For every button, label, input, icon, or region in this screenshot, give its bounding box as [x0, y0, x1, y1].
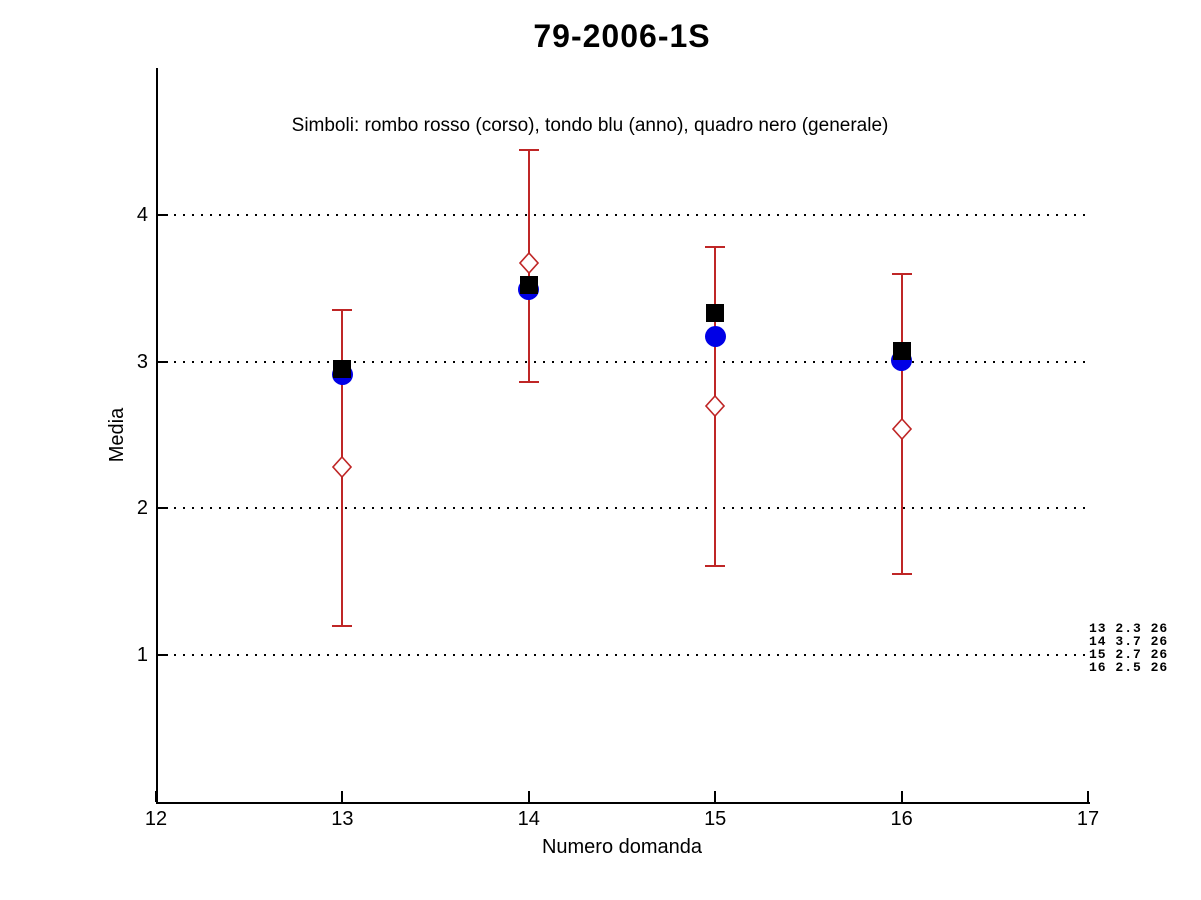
y-tick-label: 3 [136, 350, 148, 373]
x-tick [1087, 791, 1089, 802]
error-bar-cap-bottom [705, 564, 726, 567]
y-tick [157, 507, 168, 510]
chart-title: 79-2006-1S [533, 18, 711, 54]
generale-square-marker [892, 342, 911, 361]
y-tick [157, 360, 168, 363]
y-tick [157, 213, 168, 216]
x-tick [900, 791, 903, 802]
y-tick-label: 2 [136, 497, 148, 520]
annotation-line: 16 2.5 26 [1089, 660, 1169, 675]
anno-circle-marker [704, 326, 726, 348]
annotation-line: 15 2.7 26 [1089, 647, 1169, 662]
generale-square-marker [333, 359, 352, 378]
annotation-line: 14 3.7 26 [1089, 634, 1169, 649]
error-bar-cap-top [891, 272, 912, 275]
gridline [156, 507, 1088, 510]
y-axis-line [156, 68, 158, 804]
x-tick [714, 791, 717, 802]
error-bar-cap-top [518, 149, 539, 152]
corso-diamond-marker [332, 456, 353, 479]
x-tick-label: 14 [517, 808, 540, 830]
corso-diamond-marker [705, 394, 726, 417]
generale-square-marker [519, 276, 538, 295]
x-axis-line [156, 802, 1090, 804]
gridline [156, 360, 1088, 363]
gridline [156, 654, 1088, 657]
error-bar-cap-bottom [518, 381, 539, 384]
error-bar-cap-top [332, 309, 353, 312]
x-tick-label: 13 [331, 808, 354, 830]
corso-diamond-marker [518, 252, 539, 275]
generale-square-marker [706, 304, 725, 323]
y-tick-label: 4 [136, 203, 148, 226]
corso-diamond-marker [891, 417, 912, 441]
y-tick [157, 654, 168, 657]
x-tick [527, 791, 530, 802]
error-bar-cap-bottom [891, 573, 912, 576]
annotation-line: 13 2.3 26 [1089, 621, 1169, 636]
gridline [156, 213, 1088, 216]
x-tick-label: 17 [1076, 808, 1100, 830]
x-axis-label: Numero domanda [541, 836, 703, 858]
x-tick-label: 15 [704, 808, 727, 830]
x-tick-label: 16 [890, 808, 913, 830]
error-bar-cap-bottom [332, 624, 353, 627]
x-tick [341, 791, 344, 802]
x-tick-label: 12 [144, 808, 168, 830]
chart-subtitle: Simboli: rombo rosso (corso), tondo blu … [291, 115, 889, 136]
y-tick-label: 1 [136, 644, 148, 667]
error-bar-cap-top [705, 246, 726, 249]
